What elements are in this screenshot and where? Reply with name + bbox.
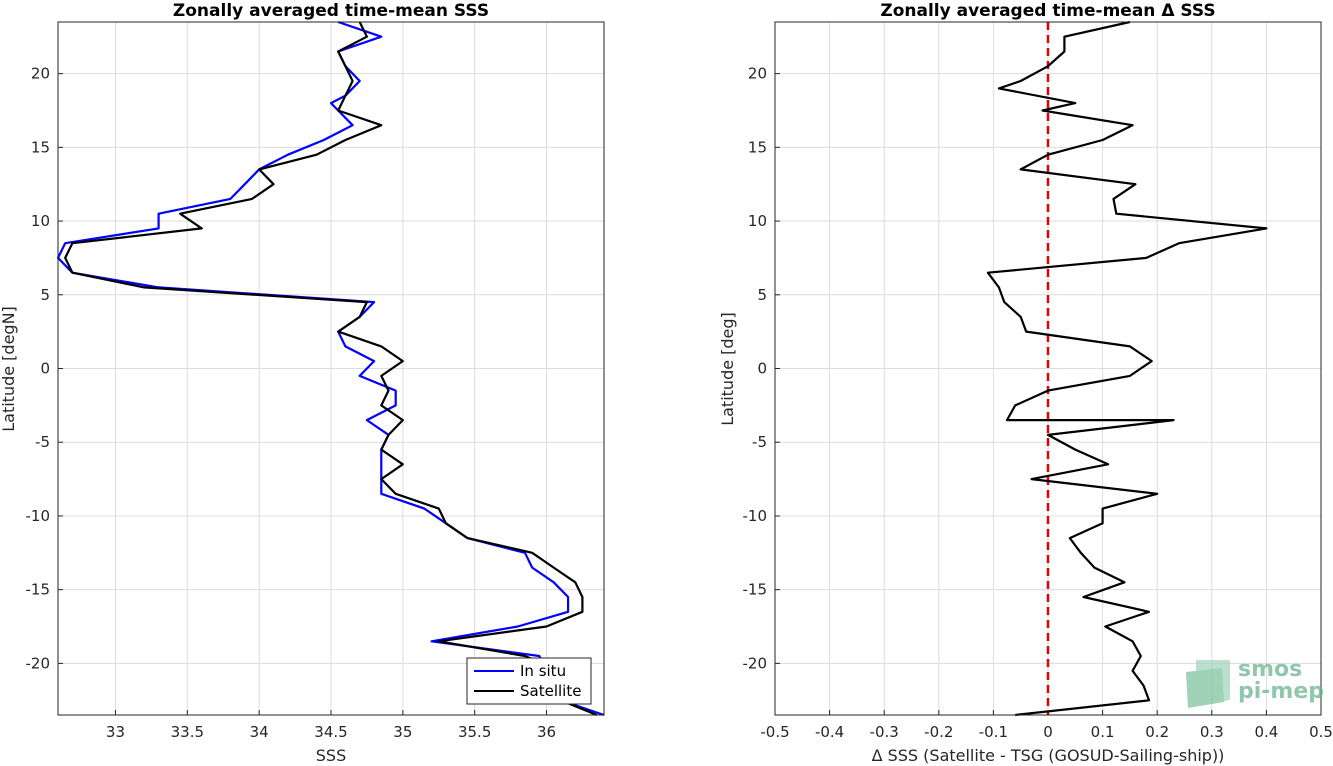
delta-sss-ticks: -0.5 -0.4 -0.3 -0.2 -0.1 0 0.1 0.2 0.3 0.4 0.5 -20 -… xyxy=(743,65,1333,741)
delta-sss-xtick-label: 0 xyxy=(1043,723,1053,741)
delta-sss-ytick-label: 15 xyxy=(748,138,767,156)
delta-sss-xtick-label: -0.4 xyxy=(815,723,844,741)
sss-ytick-label: 15 xyxy=(31,138,50,156)
delta-sss-xtick-label: 0.5 xyxy=(1309,723,1333,741)
smos-pi-mep-logo: smos pi-mep xyxy=(1186,657,1324,708)
sss-ytick-label: -10 xyxy=(26,507,51,525)
sss-ytick-label: 5 xyxy=(40,286,50,304)
sss-series-satellite-line xyxy=(64,21,598,717)
delta-sss-ylabel: Latitude [deg] xyxy=(718,312,737,426)
sss-ytick-label: 10 xyxy=(31,212,50,230)
sss-xtick-label: 35 xyxy=(393,723,412,741)
delta-sss-xtick-label: 0.4 xyxy=(1254,723,1278,741)
sss-ticks: 33 33.5 34 34.5 35 35.5 36 -20 -15 -10 -5 0 5 10 15 20 xyxy=(26,65,557,741)
delta-sss-ytick-label: 5 xyxy=(757,286,767,304)
sss-xtick-label: 34.5 xyxy=(314,723,347,741)
sss-series-in-situ-line xyxy=(56,20,605,717)
delta-sss-title: Zonally averaged time-mean Δ SSS xyxy=(880,1,1215,21)
sss-legend-box xyxy=(466,657,592,705)
sss-xtick-label: 33 xyxy=(106,723,125,741)
sss-ytick-label: -20 xyxy=(26,654,51,672)
delta-sss-ytick-label: 0 xyxy=(757,360,767,378)
delta-sss-xlabel: Δ SSS (Satellite - TSG (GOSUD-Sailing-sh… xyxy=(872,746,1225,765)
delta-sss-panel: -0.5 -0.4 -0.3 -0.2 -0.1 0 0.1 0.2 0.3 0.4 0.5 -20 -… xyxy=(718,1,1333,765)
legend-label-satellite: Satellite xyxy=(520,682,581,700)
sss-xtick-label: 34 xyxy=(250,723,269,741)
delta-sss-ytick-label: 20 xyxy=(748,65,767,83)
legend-label-in-situ: In situ xyxy=(520,662,566,680)
sss-xtick-label: 36 xyxy=(537,723,556,741)
delta-sss-xtick-label: -0.5 xyxy=(760,723,789,741)
sss-xtick-label: 33.5 xyxy=(171,723,204,741)
delta-sss-series-group xyxy=(986,20,1268,717)
sss-series-group xyxy=(56,20,605,717)
delta-sss-xtick-label: -0.2 xyxy=(924,723,953,741)
logo-graphic-front xyxy=(1186,668,1224,708)
delta-sss-ytick-label: 10 xyxy=(748,212,767,230)
logo-text-smos: smos xyxy=(1238,657,1302,682)
delta-sss-series-difference-line xyxy=(986,20,1268,717)
delta-sss-ytick-label: -5 xyxy=(752,433,767,451)
delta-sss-xtick-label: 0.3 xyxy=(1200,723,1224,741)
sss-panel: 33 33.5 34 34.5 35 35.5 36-20-15-10-505101520 … xyxy=(0,1,605,765)
delta-sss-ytick-label: -20 xyxy=(743,654,768,672)
sss-xlabel: SSS xyxy=(316,746,346,765)
delta-sss-ytick-label: -10 xyxy=(743,507,768,525)
sss-ytick-label: 0 xyxy=(40,360,50,378)
sss-title: Zonally averaged time-mean SSS xyxy=(173,1,489,21)
delta-sss-ytick-label: -15 xyxy=(743,581,768,599)
logo-text-pi-mep: pi-mep xyxy=(1238,679,1324,704)
sss-ylabel: Latitude [degN] xyxy=(0,306,18,432)
sss-xtick-label: 35.5 xyxy=(458,723,491,741)
delta-sss-xtick-label: -0.3 xyxy=(870,723,899,741)
sss-ytick-label: 20 xyxy=(31,65,50,83)
delta-sss-xtick-label: -0.1 xyxy=(979,723,1008,741)
sss-legend: In situ Satellite xyxy=(466,657,592,705)
sss-ytick-label: -5 xyxy=(35,433,50,451)
sss-ytick-label: -15 xyxy=(26,581,51,599)
delta-sss-xtick-label: 0.2 xyxy=(1145,723,1169,741)
delta-sss-xtick-label: 0.1 xyxy=(1091,723,1115,741)
